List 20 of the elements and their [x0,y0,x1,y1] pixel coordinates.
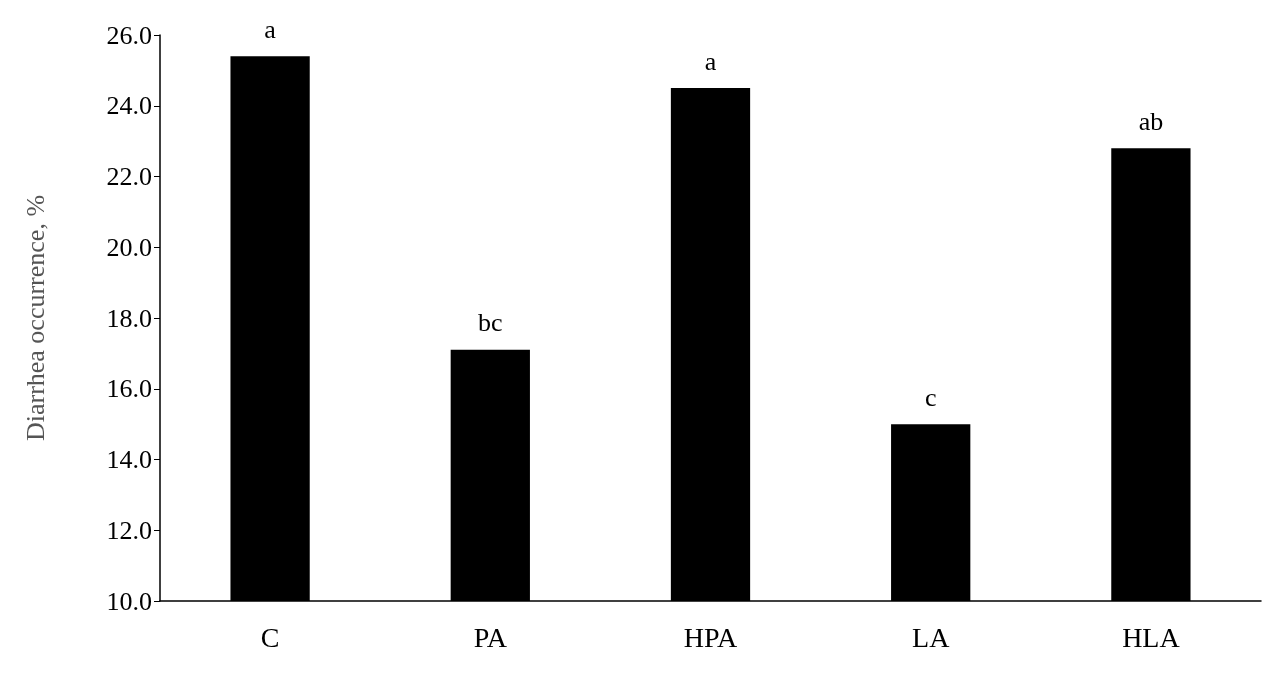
y-tick-label: 18.0 [106,303,152,333]
annotation: bc [478,308,503,338]
x-tick-label: PA [473,621,508,653]
y-tick-label: 10.0 [106,586,152,616]
y-tick-label: 12.0 [106,515,152,545]
y-tick-label: 24.0 [106,91,152,121]
annotation: c [924,382,937,412]
x-tick-label: HPA [683,621,738,653]
y-tick-label: 26.0 [106,20,152,50]
annotation: a [264,14,277,44]
y-tick-label: 14.0 [106,445,152,474]
annotation: a [704,46,717,76]
x-tick-label: HLA [1122,621,1181,653]
annotation: ab [1138,106,1164,136]
x-tick-label: C [260,621,280,653]
y-tick-label: 22.0 [106,162,152,191]
y-tick-label: 16.0 [106,374,152,404]
y-tick-label: 20.0 [106,232,152,262]
y-axis-title: Diarrhea occurrence, % [20,194,50,442]
x-tick-label: LA [912,621,951,653]
